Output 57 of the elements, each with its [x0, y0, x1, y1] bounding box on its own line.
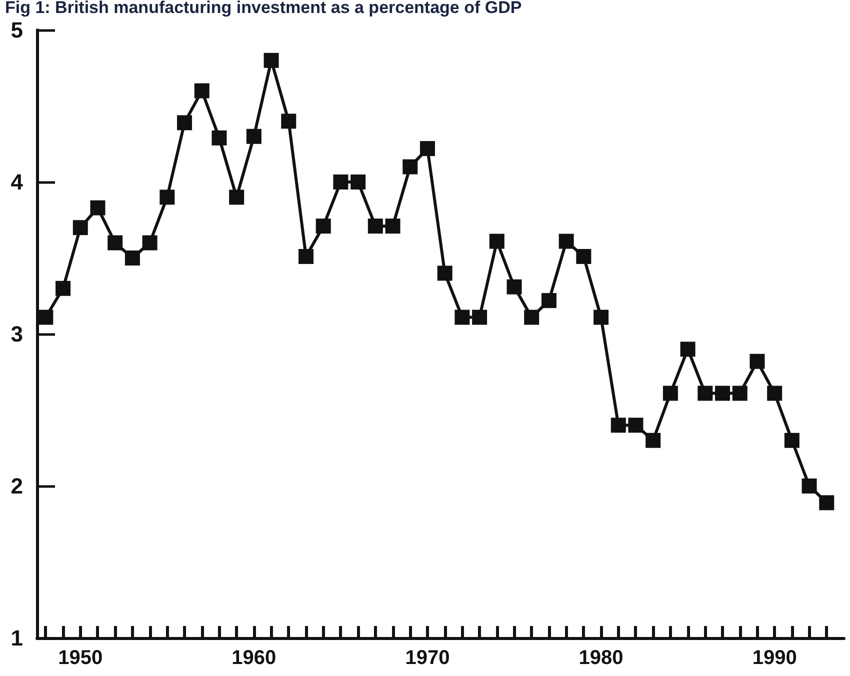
point — [802, 478, 817, 494]
point — [646, 432, 661, 448]
x-tick-label: 1980 — [578, 647, 624, 669]
point — [489, 234, 504, 249]
point — [420, 141, 435, 156]
point — [698, 386, 713, 401]
point — [454, 310, 470, 325]
point — [212, 130, 227, 146]
y-tick-label: 1 — [10, 626, 23, 650]
point — [333, 174, 348, 190]
point — [680, 342, 696, 357]
x-tick-label: 1970 — [405, 647, 450, 669]
point — [610, 418, 626, 433]
point — [541, 293, 556, 308]
point — [38, 310, 54, 325]
point — [385, 218, 400, 234]
point — [56, 280, 71, 296]
point — [558, 234, 574, 249]
point — [160, 190, 175, 205]
y-tick-label: 3 — [10, 322, 23, 346]
point — [715, 386, 730, 401]
point — [316, 218, 331, 234]
point — [524, 310, 540, 325]
point — [750, 354, 765, 369]
point — [72, 220, 88, 236]
point — [368, 218, 383, 234]
point — [246, 128, 262, 144]
x-tick-label: 1990 — [752, 647, 797, 669]
point — [281, 114, 296, 129]
point — [142, 235, 158, 250]
point — [662, 386, 678, 401]
point — [576, 248, 592, 264]
point — [194, 83, 210, 98]
point — [472, 310, 488, 325]
point — [90, 200, 106, 216]
point — [402, 159, 418, 174]
point — [819, 495, 834, 510]
point — [264, 52, 279, 68]
point — [784, 432, 800, 448]
point — [350, 174, 366, 190]
y-tick-label: 4 — [10, 170, 24, 194]
point — [437, 266, 452, 281]
x-tick-label: 1950 — [58, 647, 103, 669]
point — [124, 250, 140, 266]
x-tick-label: 1960 — [232, 647, 276, 669]
point — [177, 115, 192, 130]
point — [108, 235, 123, 250]
point — [767, 386, 782, 401]
point — [298, 248, 314, 264]
point — [506, 279, 522, 294]
point — [628, 418, 644, 433]
chart-title: Fig 1: British manufacturing investment as a percentage of GDP — [5, 0, 522, 17]
point — [732, 386, 748, 401]
y-tick-label: 5 — [10, 18, 23, 42]
point — [229, 190, 244, 205]
point — [594, 310, 609, 325]
y-tick-label: 2 — [10, 474, 23, 498]
